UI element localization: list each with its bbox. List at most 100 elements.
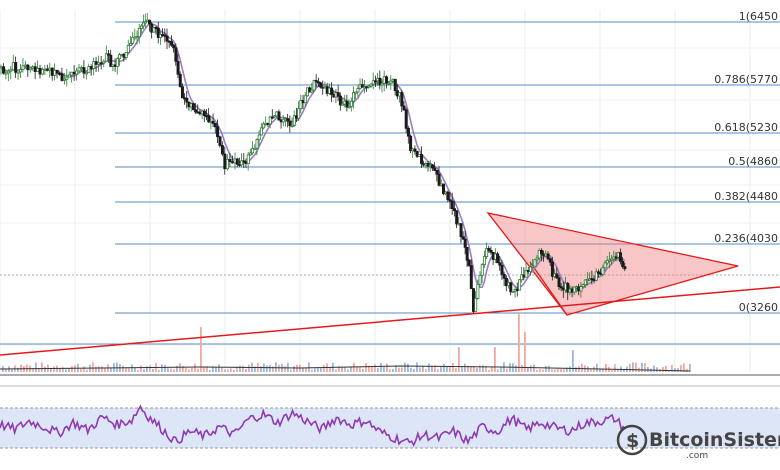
volume-bar [215, 367, 217, 372]
bitcoin-icon: $ [616, 424, 648, 456]
candle-body [354, 91, 358, 94]
volume-bar [203, 366, 205, 372]
candle-body [19, 69, 23, 73]
candle-body [194, 109, 198, 113]
volume-bar [53, 366, 55, 372]
volume-bar [596, 363, 598, 372]
volume-bar [524, 332, 526, 372]
candle-body [498, 262, 502, 266]
volume-bar [467, 365, 469, 372]
candle-body [92, 61, 96, 69]
candle-body [546, 253, 550, 260]
candle-body [509, 282, 513, 293]
volume-bar [362, 368, 364, 372]
volume-bar [92, 362, 94, 372]
fib-label-0: 0(3260 [739, 301, 778, 314]
volume-bar [635, 362, 637, 372]
volume-bar [464, 363, 466, 372]
volume-bar [344, 367, 346, 372]
volume-bar [629, 363, 631, 372]
candle-body [148, 19, 152, 25]
volume-bar [434, 365, 436, 372]
volume-bar [677, 368, 679, 372]
volume-bar [518, 312, 520, 372]
candle-body [400, 92, 404, 107]
volume-bar [293, 366, 295, 372]
volume-bar [146, 366, 148, 372]
candle-body [476, 283, 480, 299]
candle-body [413, 148, 417, 152]
candle-body [581, 284, 585, 287]
triangle-shape [486, 211, 739, 316]
candle-body [60, 73, 64, 81]
candle-body [461, 236, 465, 240]
volume-bar [566, 367, 568, 372]
candle-body [36, 67, 40, 72]
volume-bar [68, 368, 70, 372]
candle-body [107, 53, 111, 56]
volume-bar [671, 365, 673, 372]
candle-body [314, 80, 318, 83]
candle-body [231, 161, 235, 164]
volume-bar [461, 367, 463, 372]
candle-body [387, 82, 391, 85]
candle-body [450, 200, 454, 209]
support-trend-line [0, 286, 780, 356]
candle-body [172, 44, 176, 49]
candle-body [202, 110, 206, 116]
candle-body [356, 88, 360, 93]
candle-body [0, 66, 3, 69]
candle-body [43, 68, 47, 71]
rsi-panel [0, 404, 780, 449]
volume-bar [404, 362, 406, 372]
volume-bar [260, 366, 262, 372]
candle-body [360, 84, 364, 88]
volume-bar [647, 366, 649, 372]
volume-bar [125, 367, 127, 372]
candle-body [253, 147, 257, 150]
volume-bar [206, 366, 208, 372]
candle-body [402, 105, 406, 111]
volume-bar [425, 369, 427, 372]
volume-bar [170, 368, 172, 372]
candle-body [608, 259, 612, 262]
candle-body [373, 80, 377, 83]
rsi-line [0, 404, 625, 448]
candle-body [240, 160, 244, 166]
volume-bar [269, 364, 271, 372]
candle-body [218, 136, 222, 146]
volume-bar [623, 369, 625, 372]
candle-body [62, 78, 66, 81]
volume-bar [386, 363, 388, 372]
volume-bar [653, 365, 655, 372]
candle-body [290, 124, 294, 127]
volume-bar [131, 364, 133, 372]
candle-body [583, 279, 587, 286]
candle-body [16, 71, 20, 74]
volume-bar [41, 362, 43, 372]
candle-body [211, 120, 215, 124]
candle-body [87, 66, 91, 74]
volume-bar [59, 368, 61, 372]
volume-bar [497, 369, 499, 372]
volume-bar [338, 366, 340, 372]
candle-body [131, 36, 135, 44]
candle-body [384, 76, 388, 84]
candle-body [139, 25, 143, 29]
candle-body [502, 273, 506, 279]
candle-body [500, 264, 504, 275]
volume-bar [554, 369, 556, 372]
candle-body [23, 64, 27, 67]
volume-bar [500, 366, 502, 372]
candle-body [11, 62, 15, 71]
volume-bar [101, 366, 103, 372]
candle-body [531, 265, 535, 268]
volume-bar [380, 362, 382, 372]
candle-body [6, 70, 10, 74]
volume-bar [356, 366, 358, 372]
volume-bar [347, 369, 349, 372]
candle-body [367, 85, 371, 88]
candle-body [452, 208, 456, 212]
volume-bar [227, 369, 229, 372]
volume-bar [32, 368, 34, 372]
